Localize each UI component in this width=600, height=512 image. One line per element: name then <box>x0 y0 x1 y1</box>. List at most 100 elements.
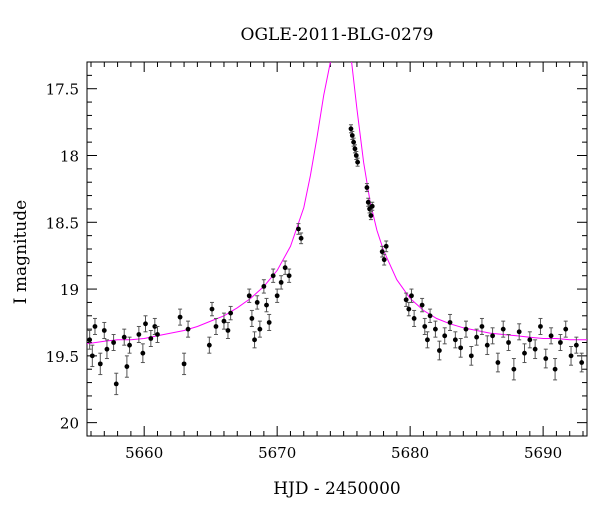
data-point <box>282 265 288 271</box>
data-point <box>381 257 387 263</box>
data-point <box>264 302 269 308</box>
data-point <box>87 337 93 343</box>
y-tick-label: 18 <box>60 148 79 166</box>
data-point <box>425 337 430 343</box>
data-point <box>349 133 355 138</box>
data-point <box>140 350 146 356</box>
data-point <box>104 346 110 352</box>
data-point <box>463 326 469 332</box>
data-point <box>527 337 533 343</box>
data-point <box>274 293 280 299</box>
y-axis-label: I magnitude <box>11 200 31 304</box>
data-point <box>113 381 119 387</box>
data-point <box>348 126 354 132</box>
y-tick-label: 20 <box>60 415 79 433</box>
data-point <box>383 243 389 249</box>
x-tick-label: 5670 <box>258 444 296 462</box>
data-point <box>148 336 154 341</box>
data-point <box>495 360 501 365</box>
data-point <box>213 324 219 329</box>
data-point <box>266 320 272 325</box>
data-point <box>296 226 301 232</box>
data-point <box>177 314 183 320</box>
data-point <box>468 353 474 359</box>
data-point <box>573 342 579 348</box>
data-point <box>369 203 375 209</box>
data-point <box>181 361 187 367</box>
data-point <box>365 199 371 205</box>
data-point <box>209 306 215 312</box>
x-tick-label: 5690 <box>524 444 562 462</box>
data-point <box>490 333 495 339</box>
data-point <box>579 360 585 365</box>
data-point <box>101 328 107 333</box>
data-point <box>155 332 160 337</box>
data-point <box>422 324 428 329</box>
data-point <box>500 326 506 332</box>
data-point <box>355 159 361 165</box>
data-point <box>474 334 480 340</box>
data-point <box>249 316 255 321</box>
data-point <box>379 249 385 255</box>
data-point <box>479 324 485 329</box>
data-point <box>532 346 538 352</box>
data-point <box>548 333 554 339</box>
data-point <box>352 146 358 152</box>
data-point <box>278 279 284 285</box>
data-point <box>516 329 522 335</box>
data-point <box>447 320 453 325</box>
data-point <box>511 366 517 372</box>
data-point <box>522 350 527 356</box>
data-point <box>411 316 417 321</box>
data-point <box>452 337 458 343</box>
data-point <box>152 324 158 329</box>
data-point <box>261 284 267 289</box>
data-point <box>368 213 374 219</box>
data-point <box>221 318 227 324</box>
data-point <box>353 153 359 158</box>
data-point <box>568 353 574 359</box>
data-point <box>403 297 409 303</box>
data-point <box>136 332 142 337</box>
data-point <box>538 324 543 329</box>
data-point <box>228 310 234 316</box>
data-point <box>111 340 116 345</box>
plot-area: 5660 5670 5680 5690 17.5 18 18.5 19 19.5 20 <box>46 61 588 462</box>
data-point <box>364 185 370 190</box>
data-point <box>484 342 490 348</box>
data-point <box>257 326 263 332</box>
data-point <box>124 364 130 369</box>
data-point <box>89 353 95 359</box>
data-point <box>419 302 425 308</box>
data-point <box>506 340 511 345</box>
data-point <box>427 313 433 319</box>
y-tick-label: 18.5 <box>46 214 79 232</box>
model-curve <box>87 62 587 345</box>
data-point <box>246 293 252 299</box>
data-point <box>97 361 103 367</box>
y-tick-label: 17.5 <box>46 81 79 99</box>
data-point <box>442 333 448 339</box>
data-point <box>351 139 357 145</box>
data-point <box>92 324 98 329</box>
data-point <box>563 326 569 332</box>
data-point <box>409 293 414 299</box>
data-point <box>433 326 438 332</box>
y-tick-label: 19.5 <box>46 348 79 366</box>
data-point <box>298 235 304 241</box>
x-axis-label: HJD - 2450000 <box>273 479 401 499</box>
data-point <box>543 356 549 361</box>
x-tick-label: 5680 <box>391 444 429 462</box>
data-point <box>286 273 292 279</box>
data-point <box>185 326 191 332</box>
x-tick-label: 5660 <box>125 444 163 462</box>
data-point <box>458 345 464 351</box>
data-point <box>121 334 127 340</box>
data-point <box>406 306 412 312</box>
data-point <box>558 340 563 345</box>
chart-title: OGLE-2011-BLG-0279 <box>241 25 434 45</box>
data-point <box>552 366 558 372</box>
data-point <box>225 328 231 333</box>
data-point <box>270 273 276 279</box>
